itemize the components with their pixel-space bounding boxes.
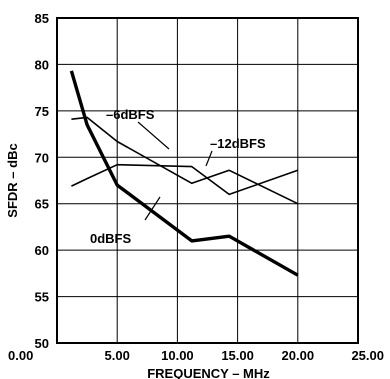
series-line-0: [69, 70, 299, 277]
plot-frame: [56, 17, 359, 344]
x-tick-label: 20.00: [282, 348, 315, 363]
series-lines: [69, 70, 299, 277]
x-axis-label: FREQUENCY – MHz: [147, 366, 270, 379]
y-tick-label: 55: [35, 290, 49, 305]
series-line-2: [71, 163, 299, 196]
y-tick-label: 85: [35, 11, 49, 26]
series-line-1: [71, 116, 299, 205]
x-tick-label: 25.00: [351, 348, 384, 363]
series-label-leader-0dbfs: [144, 196, 161, 221]
y-tick-label: 70: [35, 150, 49, 165]
y-tick-label: 50: [35, 336, 49, 351]
x-tick-label: 15.00: [221, 348, 254, 363]
series-label-12dbfs: –12dBFS: [210, 136, 266, 151]
x-tick-labels: 0.00 5.00 10.00 15.00 20.00 25.00: [8, 348, 384, 363]
x-tick-label: 5.00: [105, 348, 130, 363]
series-label-leader-12dbfs: [205, 150, 213, 167]
series-label-0dbfs: 0dBFS: [90, 231, 132, 246]
grid: [57, 18, 358, 343]
y-tick-labels: 50 55 60 65 70 75 80 85: [35, 11, 49, 351]
y-axis-label: SFDR – dBc: [5, 143, 20, 217]
x-tick-label: 10.00: [161, 348, 194, 363]
series-label-leader-6dbfs: [137, 121, 170, 150]
y-tick-label: 75: [35, 104, 49, 119]
x-tick-label: 0.00: [8, 348, 33, 363]
y-tick-label: 60: [35, 243, 49, 258]
y-tick-label: 65: [35, 197, 49, 212]
y-tick-label: 80: [35, 57, 49, 72]
series-label-6dbfs: –6dBFS: [106, 107, 155, 122]
